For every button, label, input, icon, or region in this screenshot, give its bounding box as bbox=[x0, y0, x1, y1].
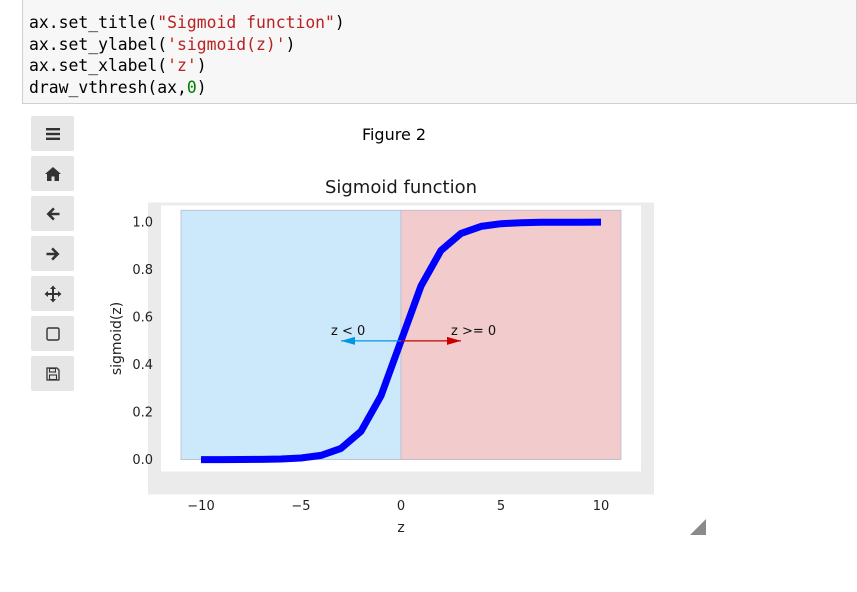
threshold-region-0 bbox=[180, 209, 402, 461]
y-tick-label: 0.6 bbox=[132, 311, 153, 326]
x-tick-label: 0 bbox=[397, 499, 405, 514]
pan-button[interactable] bbox=[31, 276, 74, 311]
hamburger-icon bbox=[45, 127, 60, 140]
x-tick-label: −5 bbox=[291, 499, 310, 514]
chart-title: Sigmoid function bbox=[325, 177, 477, 198]
threshold-label: z >= 0 bbox=[451, 324, 496, 339]
threshold-label: z < 0 bbox=[331, 324, 365, 339]
threshold-region-1 bbox=[400, 209, 622, 461]
y-tick-label: 0.0 bbox=[132, 453, 153, 468]
y-tick-label: 0.8 bbox=[132, 263, 153, 278]
arrow-left-icon bbox=[46, 207, 59, 220]
x-tick-label: 5 bbox=[497, 499, 505, 514]
code-line-2: ax.set_ylabel('sigmoid(z)') bbox=[29, 34, 296, 54]
y-tick-label: 0.4 bbox=[132, 358, 153, 373]
y-axis-label: sigmoid(z) bbox=[109, 302, 125, 375]
code-line-1: ax.set_title("Sigmoid function") bbox=[29, 13, 345, 32]
floppy-disk-icon bbox=[45, 366, 60, 381]
back-button[interactable] bbox=[31, 196, 74, 231]
move-icon bbox=[44, 285, 61, 302]
square-icon bbox=[45, 326, 60, 341]
y-tick-label: 0.2 bbox=[132, 406, 153, 421]
home-icon bbox=[44, 166, 61, 181]
figure-title: Figure 2 bbox=[361, 125, 427, 144]
save-button[interactable] bbox=[31, 356, 74, 391]
code-line-3: ax.set_xlabel('z') bbox=[29, 56, 207, 75]
code-cell[interactable]: ax.set_title("Sigmoid function") ax.set_… bbox=[22, 0, 857, 104]
x-axis-label: z bbox=[397, 520, 404, 536]
zoom-button[interactable] bbox=[31, 316, 74, 351]
arrow-right-icon bbox=[46, 247, 59, 260]
y-tick-label: 1.0 bbox=[132, 216, 153, 231]
resize-handle-icon[interactable] bbox=[690, 519, 706, 535]
code-text: ax.set_title("Sigmoid function") ax.set_… bbox=[29, 12, 345, 98]
x-tick-label: −10 bbox=[187, 499, 214, 514]
home-button[interactable] bbox=[31, 156, 74, 191]
forward-button[interactable] bbox=[31, 236, 74, 271]
code-line-4: draw_vthresh(ax,0) bbox=[29, 77, 207, 97]
menu-button[interactable] bbox=[31, 116, 74, 151]
sigmoid-chart[interactable]: Sigmoid function −10 −5 0 5 10 0.0 0.2 0.4 0.6 0.8… bbox=[100, 165, 660, 540]
x-tick-label: 10 bbox=[593, 499, 610, 514]
